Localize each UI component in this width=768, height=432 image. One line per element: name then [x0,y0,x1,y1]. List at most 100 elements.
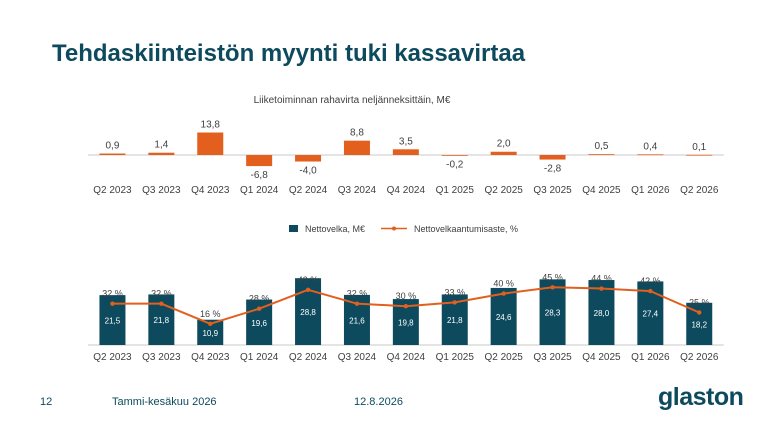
x-tick-label: Q1 2025 [436,185,475,196]
net-debt-value-label: 21,8 [447,316,463,325]
net-debt-value-label: 21,8 [154,316,170,325]
gearing-value-label: 30 % [396,291,417,301]
cash-flow-bar [246,155,273,167]
x-tick-label: Q1 2025 [436,352,475,363]
gearing-point [648,288,653,294]
gearing-point [110,301,115,306]
gearing-point [256,306,262,311]
page-number: 12 [40,396,53,408]
x-tick-label: Q2 2025 [484,352,523,363]
net-debt-value-label: 18,2 [691,320,707,329]
gearing-value-label: 43 % [298,275,319,285]
net-debt-value-label: 24,6 [496,313,512,322]
gearing-value-label: 45 % [542,272,563,282]
gearing-value-label: 44 % [591,274,612,284]
net-debt-value-label: 19,8 [398,319,414,328]
net-debt-value-label: 27,4 [643,310,659,319]
x-tick-label: Q1 2024 [240,185,279,196]
x-tick-label: Q3 2024 [338,352,377,363]
net-debt-bar [686,302,713,345]
chart-title: Liiketoiminnan rahavirta neljänneksittäi… [254,95,451,106]
gearing-point [452,300,457,305]
x-tick-label: Q4 2024 [387,185,426,196]
cash-flow-value-label: 2,0 [497,139,511,150]
gearing-point [208,321,213,327]
x-tick-label: Q1 2026 [631,352,670,363]
x-tick-label: Q4 2023 [191,185,230,196]
net-debt-value-label: 21,6 [349,316,365,325]
cash-flow-value-label: 0,5 [594,141,608,152]
net-debt-value-label: 10,9 [202,329,218,338]
x-tick-label: Q3 2024 [338,185,377,196]
cash-flow-value-label: -6,8 [251,170,269,181]
net-debt-bar [490,287,517,345]
cash-flow-value-label: 0,4 [643,141,657,152]
x-tick-label: Q4 2023 [191,352,230,363]
gearing-value-label: 40 % [493,279,514,289]
x-tick-label: Q2 2023 [93,352,132,363]
legend-marker-gearing [392,226,396,231]
cash-flow-value-label: 8,8 [350,128,364,139]
gearing-point [403,304,409,309]
gearing-point [354,301,360,306]
gearing-value-label: 32 % [102,289,123,299]
gearing-point [305,287,311,293]
cash-flow-bar [490,151,517,155]
cash-flow-value-label: -0,2 [446,159,464,170]
x-tick-label: Q2 2024 [289,352,328,363]
cash-flow-value-label: 0,1 [692,142,706,153]
cash-flow-bar [148,152,175,155]
gearing-point [697,310,702,315]
page-title: Tehdaskiinteistön myynti tuki kassavirta… [52,40,526,67]
legend-label-gearing: Nettovelkaantumisaste, % [414,224,518,234]
x-tick-label: Q4 2025 [582,352,621,363]
x-tick-label: Q2 2026 [680,352,719,363]
net-debt-value-label: 19,6 [251,319,267,328]
net-debt-bar [588,280,615,345]
cash-flow-bar [197,132,224,155]
x-tick-label: Q2 2024 [289,185,328,196]
x-tick-label: Q2 2025 [484,185,523,196]
legend-label-net-debt: Nettovelka, M€ [305,224,365,234]
gearing-value-label: 33 % [444,287,465,297]
cash-flow-bar [295,155,322,162]
x-tick-label: Q3 2025 [533,185,572,196]
x-tick-label: Q3 2023 [142,185,181,196]
cash-flow-bar [637,154,664,156]
cash-flow-value-label: 1,4 [154,140,168,151]
net-debt-value-label: 28,8 [300,308,316,317]
x-tick-label: Q4 2024 [387,352,426,363]
cash-flow-value-label: 3,5 [399,136,413,147]
report-date: 12.8.2026 [354,396,403,408]
gearing-value-label: 32 % [347,289,368,299]
cash-flow-bar [686,154,713,156]
cash-flow-bar [441,155,468,156]
cash-flow-bar [343,140,370,155]
x-tick-label: Q3 2023 [142,352,181,363]
cash-flow-value-label: 13,8 [201,120,221,131]
net-debt-value-label: 28,3 [545,309,561,318]
cash-flow-value-label: -2,8 [544,164,562,175]
gearing-value-label: 42 % [640,276,661,286]
gearing-point [599,286,604,291]
cash-flow-bar [539,155,566,160]
gearing-value-label: 25 % [689,298,710,308]
glaston-logo: glaston [658,383,744,411]
gearing-point [550,285,555,290]
gearing-value-label: 16 % [200,309,221,319]
net-debt-value-label: 28,0 [594,309,610,318]
x-tick-label: Q4 2025 [582,185,621,196]
reporting-period: Tammi-kesäkuu 2026 [112,396,217,408]
gearing-point [501,291,506,296]
x-tick-label: Q3 2025 [533,352,572,363]
x-tick-label: Q1 2024 [240,352,279,363]
gearing-point [159,301,164,306]
legend-swatch-net-debt [289,225,298,232]
x-tick-label: Q1 2026 [631,185,670,196]
gearing-value-label: 28 % [249,294,270,304]
cash-flow-chart: Liiketoiminnan rahavirta neljänneksittäi… [88,95,724,196]
cash-flow-value-label: 0,9 [105,141,119,152]
net-debt-bar [539,279,566,345]
cash-flow-bar [99,153,126,155]
